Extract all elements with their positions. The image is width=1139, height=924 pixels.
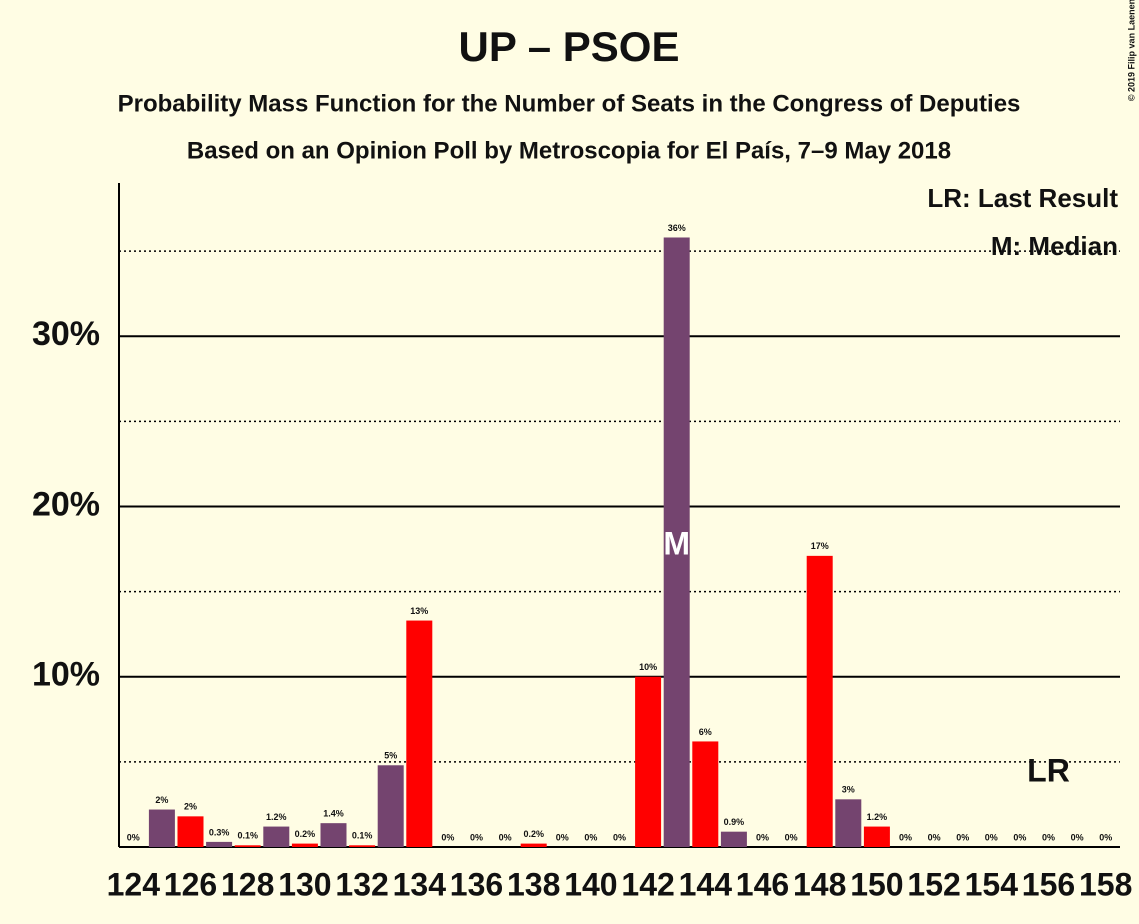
bar — [377, 765, 404, 847]
value-label: 0% — [499, 832, 512, 842]
bar — [806, 555, 833, 847]
x-tick-label: 150 — [850, 866, 903, 902]
value-label: 10% — [639, 662, 657, 672]
value-label: 5% — [384, 751, 397, 761]
x-tick-label: 124 — [107, 866, 161, 902]
x-tick-label: 144 — [679, 866, 733, 902]
bar — [320, 823, 347, 847]
value-label: 0% — [985, 832, 998, 842]
value-label: 6% — [699, 727, 712, 737]
x-tick-label: 154 — [965, 866, 1019, 902]
bar — [349, 845, 376, 847]
x-tick-label: 134 — [393, 866, 447, 902]
median-marker: M — [663, 525, 690, 561]
bar — [635, 676, 662, 847]
bar — [406, 620, 433, 847]
bar — [263, 826, 290, 847]
value-label: 0% — [928, 832, 941, 842]
value-label: 0.1% — [352, 831, 373, 841]
value-label: 0% — [756, 832, 769, 842]
chart-subtitle: Probability Mass Function for the Number… — [118, 90, 1021, 117]
x-tick-label: 156 — [1022, 866, 1075, 902]
value-label: 0% — [1013, 832, 1026, 842]
x-tick-label: 148 — [793, 866, 846, 902]
value-label: 0% — [584, 832, 597, 842]
value-label: 0% — [899, 832, 912, 842]
x-tick-label: 128 — [221, 866, 274, 902]
bar — [206, 841, 233, 847]
bar — [234, 845, 261, 847]
y-tick-label: 10% — [32, 656, 100, 694]
value-label: 13% — [410, 606, 428, 616]
x-tick-label: 152 — [907, 866, 960, 902]
bar — [148, 809, 175, 847]
value-label: 0.2% — [295, 829, 316, 839]
x-tick-label: 140 — [564, 866, 617, 902]
bar — [863, 826, 890, 847]
chart-subtitle: Based on an Opinion Poll by Metroscopia … — [187, 137, 951, 164]
x-tick-label: 138 — [507, 866, 560, 902]
value-label: 0% — [1099, 832, 1112, 842]
value-label: 0% — [785, 832, 798, 842]
x-tick-label: 132 — [335, 866, 388, 902]
x-tick-label: 126 — [164, 866, 217, 902]
value-label: 0% — [556, 832, 569, 842]
bar — [663, 237, 690, 847]
value-label: 0% — [1042, 832, 1055, 842]
value-label: 2% — [155, 795, 168, 805]
value-label: 1.4% — [323, 809, 344, 819]
last-result-marker: LR — [1027, 752, 1070, 788]
x-tick-label: 146 — [736, 866, 789, 902]
y-tick-label: 20% — [32, 485, 100, 523]
value-label: 1.2% — [867, 812, 888, 822]
copyright: © 2019 Filip van Laenen — [1126, 0, 1136, 101]
value-label: 0.9% — [724, 817, 745, 827]
bar — [720, 831, 747, 847]
value-label: 0% — [1071, 832, 1084, 842]
value-label: 0.2% — [523, 829, 544, 839]
bar — [835, 799, 862, 847]
value-label: 2% — [184, 802, 197, 812]
value-label: 0% — [441, 832, 454, 842]
chart-title: UP – PSOE — [459, 23, 680, 70]
value-label: 0% — [127, 832, 140, 842]
legend-entry: M: Median — [991, 231, 1118, 261]
value-label: 36% — [668, 223, 686, 233]
y-tick-label: 30% — [32, 315, 100, 353]
value-label: 17% — [811, 541, 829, 551]
bar — [520, 843, 547, 847]
value-label: 0.3% — [209, 827, 230, 837]
value-label: 0.1% — [237, 831, 258, 841]
value-label: 3% — [842, 785, 855, 795]
bar — [291, 843, 318, 847]
bar — [692, 741, 719, 847]
value-label: 1.2% — [266, 812, 287, 822]
value-label: 0% — [613, 832, 626, 842]
x-tick-label: 130 — [278, 866, 331, 902]
value-label: 0% — [956, 832, 969, 842]
legend-entry: LR: Last Result — [927, 183, 1118, 213]
bar — [177, 816, 204, 847]
value-label: 0% — [470, 832, 483, 842]
x-tick-label: 142 — [621, 866, 674, 902]
x-tick-label: 136 — [450, 866, 503, 902]
x-tick-label: 158 — [1079, 866, 1132, 902]
